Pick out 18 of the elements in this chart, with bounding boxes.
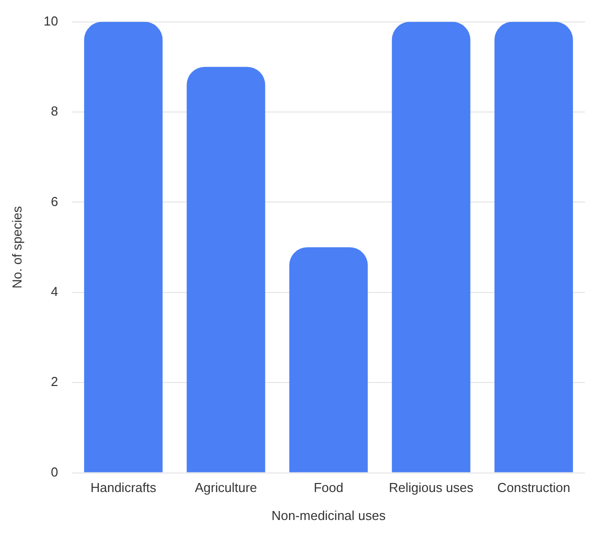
y-tick-label: 8 xyxy=(50,104,58,119)
y-axis-title: No. of species xyxy=(9,206,24,288)
bar xyxy=(84,22,163,472)
bar xyxy=(186,66,266,472)
x-tick-label: Agriculture xyxy=(194,480,258,496)
x-tick-label: Construction xyxy=(497,480,570,496)
y-tick-label: 10 xyxy=(44,13,58,28)
x-axis-title: Non-medicinal uses xyxy=(271,508,386,523)
y-tick-label: 6 xyxy=(50,194,58,209)
x-tick-label: Food xyxy=(314,480,344,496)
bar xyxy=(392,22,470,472)
bar xyxy=(494,22,573,472)
x-tick-label: Handicrafts xyxy=(90,480,157,496)
bar xyxy=(289,247,368,472)
x-tick-label: Religious uses xyxy=(388,480,474,496)
y-tick-label: 0 xyxy=(50,464,58,480)
y-tick-label: 2 xyxy=(50,374,58,390)
y-tick-label: 4 xyxy=(50,284,58,299)
